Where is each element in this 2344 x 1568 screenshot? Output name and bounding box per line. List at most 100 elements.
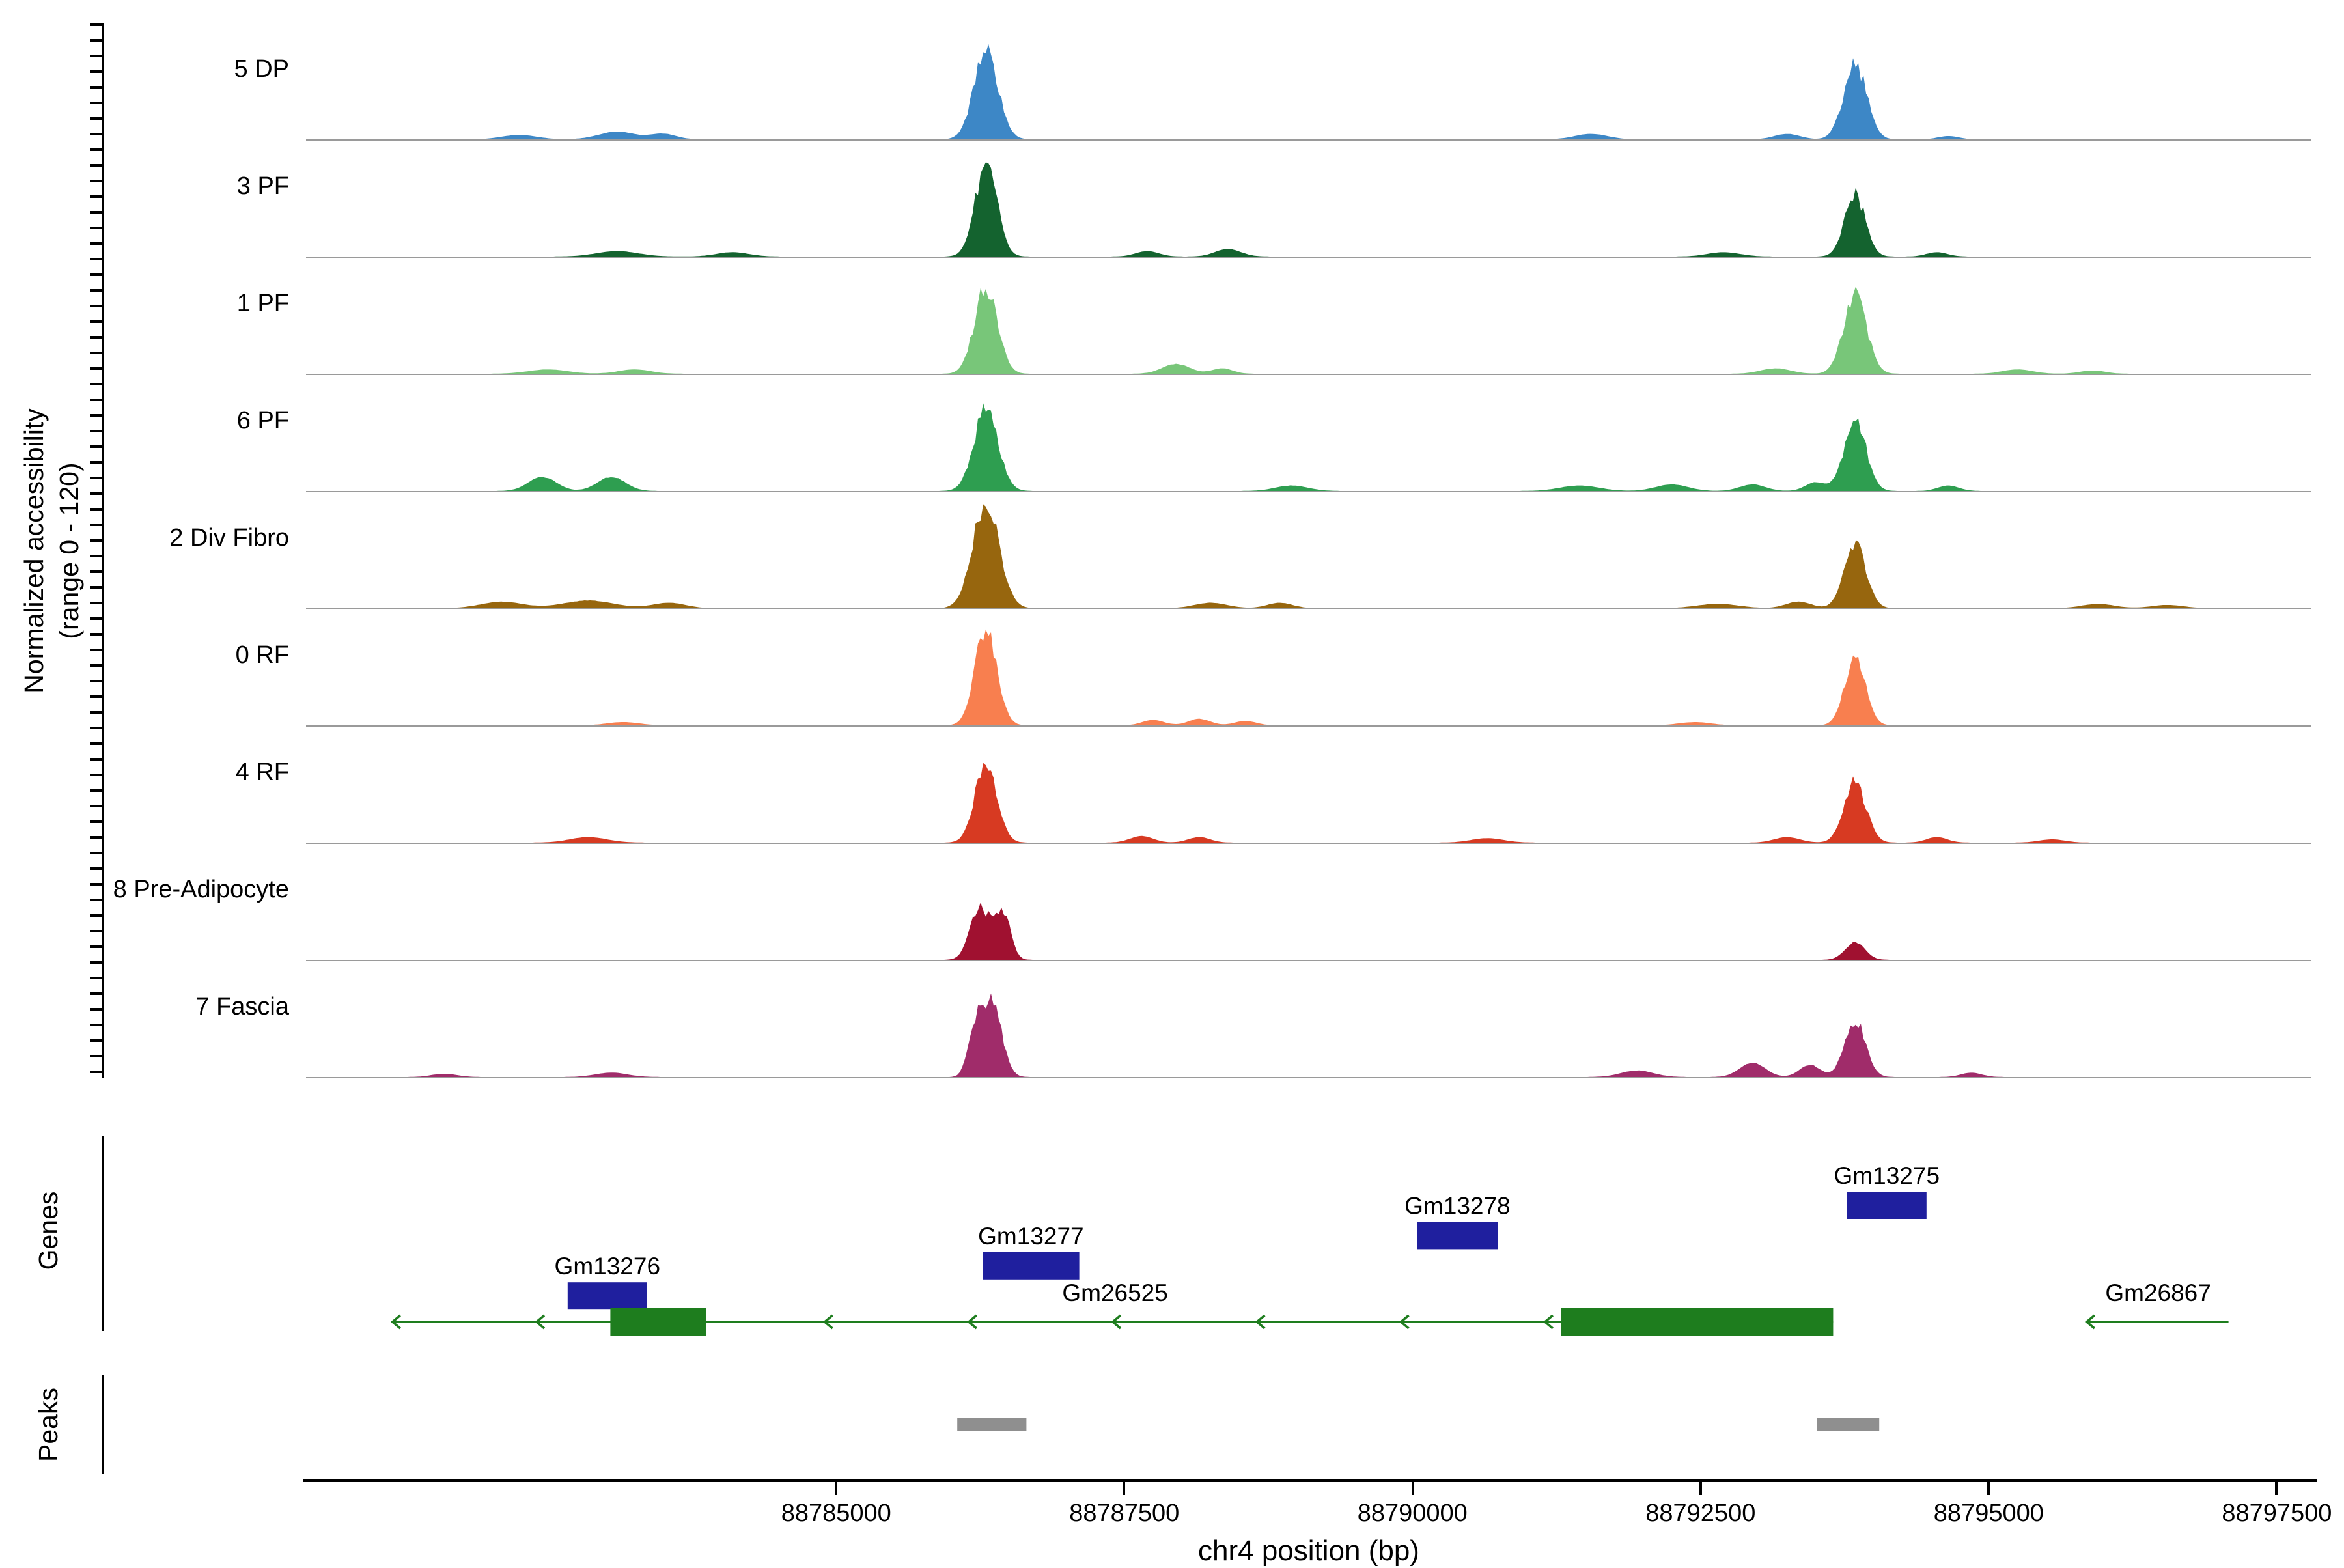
y-axis-tick <box>90 289 102 291</box>
track-baseline <box>306 139 2311 141</box>
x-axis-tick <box>835 1482 838 1495</box>
gene-label-Gm13277: Gm13277 <box>978 1223 1084 1250</box>
y-axis-tick <box>90 602 102 604</box>
strand-arrow-icon <box>1399 1314 1410 1330</box>
y-axis-tick <box>90 1071 102 1072</box>
x-axis-tick <box>2275 1482 2278 1495</box>
y-axis-tick <box>90 524 102 525</box>
y-axis-tick <box>90 305 102 307</box>
coverage-track <box>306 844 2311 961</box>
y-axis-tick <box>90 664 102 666</box>
y-axis-tick <box>90 695 102 697</box>
coverage-path <box>306 763 2311 844</box>
gene-label-Gm26867: Gm26867 <box>2105 1280 2211 1306</box>
strand-arrow-icon <box>390 1314 401 1330</box>
y-axis-tick <box>90 445 102 447</box>
y-axis-tick <box>90 133 102 135</box>
y-axis-tick <box>90 195 102 197</box>
track-baseline <box>306 959 2311 961</box>
y-axis-tick <box>90 945 102 947</box>
y-axis-tick <box>90 820 102 822</box>
y-axis-tick <box>90 930 102 932</box>
peaks-axis-line <box>102 1375 104 1474</box>
y-axis-tick <box>90 492 102 494</box>
gene-exon-Gm26525 <box>1561 1308 1834 1336</box>
strand-arrow-icon <box>822 1314 833 1330</box>
track-label: 6 PF <box>236 408 289 435</box>
x-axis-tick-label: 88795000 <box>1933 1500 2044 1528</box>
y-axis-tick <box>90 477 102 479</box>
track-baseline <box>306 842 2311 844</box>
y-axis-tick <box>90 586 102 588</box>
track-baseline <box>306 490 2311 492</box>
y-axis-tick <box>90 352 102 354</box>
track-baseline <box>306 608 2311 609</box>
x-axis-title: chr4 position (bp) <box>1198 1534 1419 1567</box>
x-axis-tick <box>1987 1482 1990 1495</box>
gene-label-Gm13278: Gm13278 <box>1404 1192 1511 1219</box>
y-axis-tick <box>90 961 102 963</box>
coverage-area <box>306 44 2311 141</box>
track-label: 3 PF <box>236 173 289 201</box>
coverage-path <box>306 287 2311 375</box>
coverage-path <box>306 504 2311 609</box>
track-label: 8 Pre-Adipocyte <box>113 876 289 904</box>
y-axis-tick <box>90 383 102 385</box>
y-axis-tick <box>90 336 102 338</box>
strand-arrow-icon <box>2084 1314 2095 1330</box>
coverage-area <box>306 763 2311 844</box>
strand-arrow-icon <box>1255 1314 1266 1330</box>
y-axis-tick <box>90 148 102 150</box>
coverage-track <box>306 961 2311 1078</box>
y-axis-tick <box>90 430 102 432</box>
y-axis-tick <box>90 102 102 104</box>
coverage-path <box>306 629 2311 727</box>
y-axis-tick <box>90 727 102 729</box>
gene-box-Gm13276 <box>567 1282 647 1310</box>
strand-arrow-icon <box>966 1314 977 1330</box>
y-axis-tick <box>90 164 102 166</box>
track-label: 7 Fascia <box>195 994 289 1021</box>
coverage-path <box>306 162 2311 258</box>
track-label: 1 PF <box>236 290 289 318</box>
y-axis-tick <box>90 649 102 651</box>
peaks-track <box>957 1418 1880 1431</box>
y-axis-tick <box>90 23 102 25</box>
y-axis-tick <box>90 742 102 744</box>
y-axis-tick <box>90 399 102 400</box>
y-axis-tick <box>90 211 102 213</box>
coverage-track <box>306 141 2311 258</box>
y-axis-tick <box>90 852 102 854</box>
y-axis-tick <box>90 539 102 541</box>
y-axis-tick <box>90 899 102 901</box>
x-axis-tick-label: 88787500 <box>1069 1500 1180 1528</box>
gene-box-Gm13277 <box>983 1252 1080 1280</box>
coverage-track <box>306 492 2311 609</box>
coverage-track <box>306 609 2311 727</box>
coverage-area <box>306 903 2311 961</box>
x-axis-tick-label: 88785000 <box>781 1500 891 1528</box>
track-label: 0 RF <box>235 642 289 669</box>
gene-exon-Gm26525 <box>610 1308 706 1336</box>
y-axis-tick <box>90 508 102 510</box>
track-baseline <box>306 373 2311 375</box>
y-axis-tick <box>90 977 102 979</box>
peaks-section-label: Peaks <box>34 1388 64 1462</box>
coverage-area <box>306 504 2311 609</box>
x-axis-line <box>303 1479 2317 1482</box>
y-axis-tick <box>90 70 102 72</box>
coverage-area <box>306 629 2311 727</box>
x-axis-tick <box>1123 1482 1126 1495</box>
y-axis-tick <box>90 633 102 635</box>
strand-arrow-icon <box>1111 1314 1122 1330</box>
coverage-path <box>306 903 2311 961</box>
coverage-path <box>306 993 2311 1078</box>
y-axis-tick <box>90 789 102 791</box>
coverage-path <box>306 44 2311 141</box>
y-axis-tick <box>90 992 102 994</box>
y-axis-tick <box>90 1039 102 1041</box>
coverage-area <box>306 287 2311 375</box>
y-axis-tick <box>90 227 102 229</box>
gene-label-Gm13276: Gm13276 <box>555 1253 661 1280</box>
